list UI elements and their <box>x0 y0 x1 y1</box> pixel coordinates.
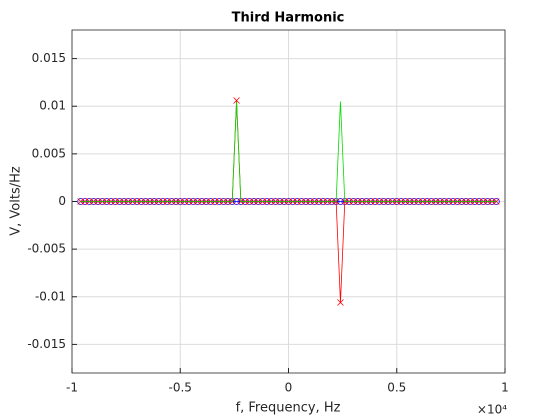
y-tick-label: -0.005 <box>27 242 66 256</box>
x-tick-label: -1 <box>66 381 78 395</box>
y-tick-label: 0.005 <box>32 146 66 160</box>
y-axis-label: V, Volts/Hz <box>9 166 24 236</box>
y-tick-label: -0.015 <box>27 337 66 351</box>
x-tick-label: 0.5 <box>387 381 406 395</box>
series-line <box>80 101 497 202</box>
marker <box>233 198 240 205</box>
plot-content <box>77 97 500 306</box>
x-tick-label: 1 <box>501 381 509 395</box>
y-tick-label: -0.01 <box>35 289 66 303</box>
y-tick-label: 0.015 <box>32 51 66 65</box>
x-tick-label: -0.5 <box>169 381 192 395</box>
marker <box>337 198 344 205</box>
x-axis-label: f, Frequency, Hz <box>236 401 341 416</box>
chart-title: Third Harmonic <box>232 11 345 26</box>
y-tick-label: 0 <box>58 194 66 208</box>
y-tick-label: 0.01 <box>39 99 66 113</box>
marker <box>233 97 240 104</box>
x-tick-label: 0 <box>285 381 293 395</box>
marker <box>337 299 344 306</box>
x-exponent-label: ×10⁴ <box>477 403 507 417</box>
